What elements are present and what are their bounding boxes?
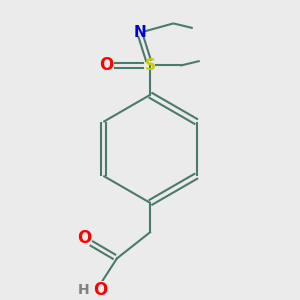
Text: O: O [94,281,108,299]
Text: O: O [99,56,113,74]
Text: N: N [133,25,146,40]
Text: S: S [145,58,155,73]
Text: H: H [77,283,89,297]
Text: O: O [77,229,92,247]
